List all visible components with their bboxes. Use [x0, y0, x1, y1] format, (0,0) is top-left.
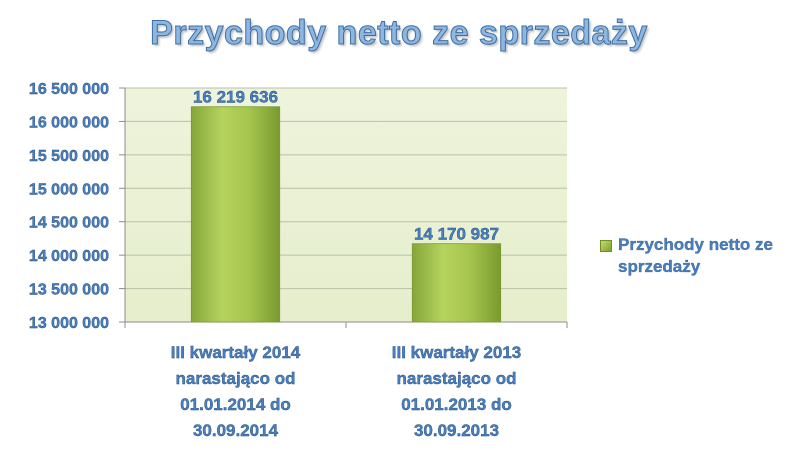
x-category-label: III kwartały 2014: [171, 343, 301, 362]
y-tick-label: 13 500 000: [29, 282, 109, 299]
legend: Przychody netto ze sprzedaży: [600, 234, 795, 278]
y-tick-label: 16 000 000: [29, 114, 109, 131]
y-tick-label: 15 000 000: [29, 181, 109, 198]
y-tick-label: 15 500 000: [29, 148, 109, 165]
x-category-label: narastająco od: [397, 369, 517, 388]
data-label: 14 170 987: [414, 225, 499, 244]
y-tick-label: 14 000 000: [29, 248, 109, 265]
chart-title: Przychody netto ze sprzedaży: [150, 14, 648, 53]
legend-swatch: [600, 240, 612, 252]
y-tick-label: 16 500 000: [29, 81, 109, 98]
y-tick-label: 13 000 000: [29, 315, 109, 332]
legend-label: Przychody netto ze sprzedaży: [618, 235, 773, 276]
y-tick-label: 14 500 000: [29, 215, 109, 232]
x-category-label: narastająco od: [176, 369, 296, 388]
bar: [411, 243, 502, 323]
x-category-label: 30.09.2013: [414, 421, 499, 440]
data-label: 16 219 636: [193, 88, 278, 107]
x-category-label: 01.01.2013 do: [401, 395, 512, 414]
x-category-label: 30.09.2014: [193, 421, 279, 440]
x-category-label: III kwartały 2013: [392, 343, 521, 362]
x-category-label: 01.01.2014 do: [180, 395, 291, 414]
bar: [190, 106, 281, 323]
